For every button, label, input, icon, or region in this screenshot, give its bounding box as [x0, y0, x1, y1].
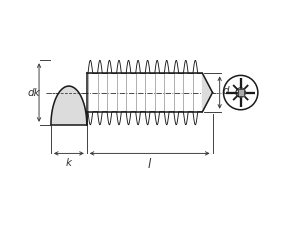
Text: d: d	[223, 86, 230, 96]
Text: l: l	[148, 158, 151, 171]
Polygon shape	[238, 90, 244, 96]
Text: dk: dk	[28, 88, 40, 97]
Polygon shape	[202, 73, 212, 112]
Polygon shape	[51, 86, 87, 125]
Text: k: k	[66, 158, 72, 168]
